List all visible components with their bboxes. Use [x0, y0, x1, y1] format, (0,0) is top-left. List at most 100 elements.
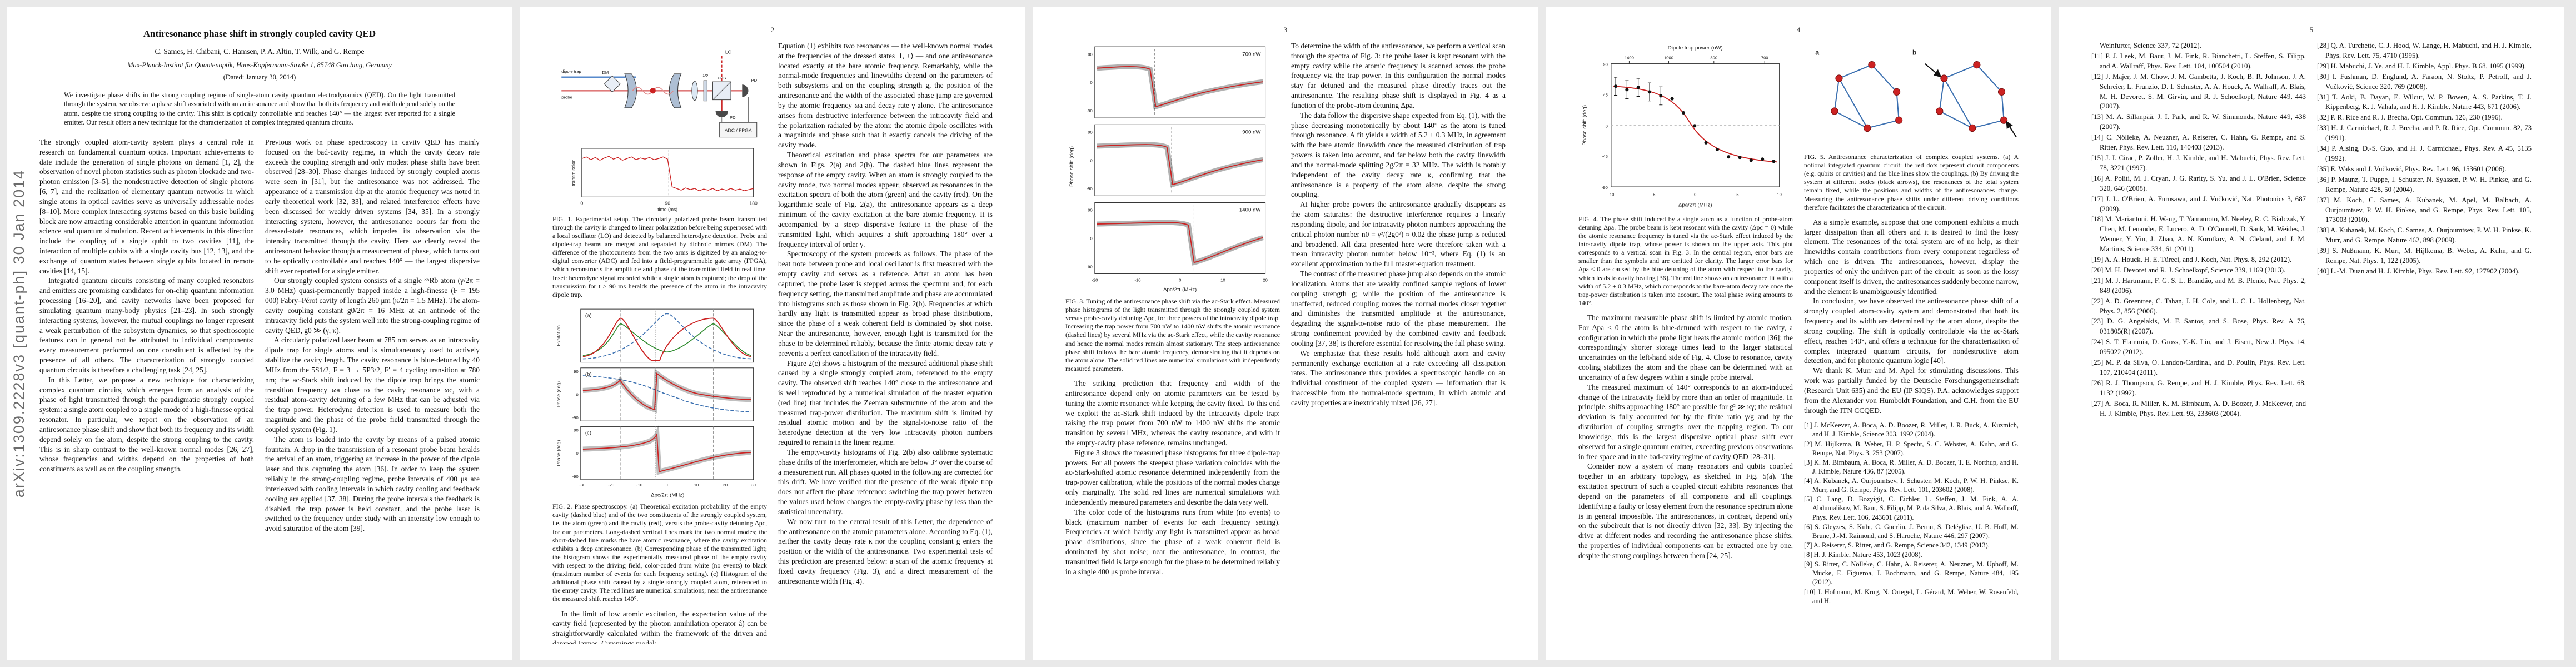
fig1-adc-fpga-label: ADC / FPGA: [725, 128, 752, 133]
fig1-tick-90: 90: [665, 201, 670, 206]
fig2-panel-c: (c) Phase (deg) 90 0 -90: [556, 425, 754, 480]
fig1-lo-label: LO: [725, 49, 732, 54]
fig3-ylabel: Phase shift (deg): [1069, 146, 1075, 187]
fig2-ytick: -90: [572, 474, 579, 479]
reference-item: [8] H. J. Kimble, Nature 453, 1023 (2008…: [1804, 551, 1922, 559]
atom-dot: [650, 88, 656, 94]
inset-trace: 0 90 180 time (ms) transmission: [571, 148, 758, 212]
reference-item: [32] P. R. Rice and R. J. Brecha, Opt. C…: [2317, 113, 2503, 122]
fig3-axes-labels: Phase shift (deg) -20 -10 0 10 20 Δpc/2π…: [1069, 146, 1268, 293]
fig1-probe-label: probe: [561, 95, 572, 100]
arxiv-banner: arXiv:1309.2228v3 [quant-ph] 30 Jan 2014: [11, 169, 27, 498]
page-4: 4 Dipole trap power (nW) 1400: [1546, 7, 2051, 660]
reference-item: [1] J. McKeever, A. Boca, A. D. Boozer, …: [1804, 421, 2019, 439]
reference-item: [10] J. Hofmann, M. Krug, N. Ortegel, L.…: [1804, 588, 2019, 605]
reference-item: [34] P. Alsing, D.-S. Guo, and H. J. Car…: [2317, 145, 2532, 162]
fig2-xtick: -20: [608, 482, 614, 487]
reference-item: [21] M. J. Hartmann, F. G. S. L. Brandão…: [2091, 276, 2306, 295]
page-1: arXiv:1309.2228v3 [quant-ph] 30 Jan 2014…: [7, 7, 512, 660]
paragraph: Integrated quantum circuits consisting o…: [39, 276, 254, 374]
fig4-ytick: 0: [1606, 123, 1608, 128]
reference-item: [30] I. Fushman, D. Englund, A. Faraon, …: [2317, 72, 2532, 91]
fig2-xlabel: Δpc/2π (MHz): [651, 492, 684, 498]
reference-item: [29] H. Mabuchi, J. Ye, and H. J. Kimble…: [2317, 62, 2527, 70]
paragraph: In this Letter, we propose a new techniq…: [39, 375, 254, 474]
reference-item: [28] Q. A. Turchette, C. J. Hood, W. Lan…: [2317, 42, 2532, 59]
fig3-power-label-1400: 1400 nW: [1239, 207, 1261, 213]
page5-col1: Weinfurter, Science 337, 72 (2012). [11]…: [2091, 41, 2306, 644]
fig4-ytick: -90: [1602, 185, 1608, 190]
fig2-ylabel-c: Phase (deg): [556, 440, 561, 466]
page3-columns: 700 nW 90 0 -90 900 nW 90 0: [1065, 41, 1506, 644]
fig4-data: [1613, 77, 1777, 163]
fig4-xtick: 5: [1736, 192, 1738, 197]
fig4-axes: Dipole trap power (nW) 1400 1000 800 700…: [1582, 45, 1782, 208]
fig3-xtick: -10: [1135, 278, 1141, 283]
fig2-panel-b: (b) Phase (deg) 90 0 -90: [556, 367, 754, 421]
fig3-ytick: 90: [1088, 52, 1092, 57]
reference-item: [23] D. G. Angelakis, M. F. Santos, and …: [2091, 317, 2306, 336]
fig2-xtick: 20: [723, 482, 728, 487]
fig1-dipole-label: dipole trap: [561, 69, 581, 74]
page-number: 4: [1796, 26, 1801, 34]
fig2-ylabel-a: Excitation: [556, 325, 561, 346]
fig3-ytick: -90: [1087, 108, 1093, 113]
reference-item: [39] S. Nußmann, K. Murr, M. Hijlkema, B…: [2317, 247, 2532, 265]
page1-columns: The strongly coupled atom-cavity system …: [39, 137, 480, 644]
fig4-top-tick: 700: [1761, 55, 1768, 60]
paragraph: Equation (1) exhibits two resonances — t…: [778, 42, 993, 150]
reference-item: [6] S. Gleyzes, S. Kuhr, C. Guerlin, J. …: [1804, 522, 2019, 540]
paper-abstract: We investigate phase shifts in the stron…: [64, 91, 455, 127]
fig5-panel-b: b: [1912, 48, 2017, 138]
fig1-setup-graphic: dipole trap probe DM LO PBS λ/2 PD PD AD…: [561, 49, 758, 212]
reference-item: [3] K. M. Birnbaum, A. Boca, R. Miller, …: [1804, 458, 2019, 475]
fig4-top-tick: 800: [1710, 55, 1717, 60]
reference-item: [12] J. Majer, J. M. Chow, J. M. Gambett…: [2091, 72, 2306, 111]
fig4-xtick: 0: [1694, 192, 1696, 197]
fig3-power-label-900: 900 nW: [1242, 130, 1261, 136]
paragraph: To determine the width of the antiresona…: [1291, 42, 1506, 109]
paragraph: In conclusion, we have observed the anti…: [1804, 297, 2019, 365]
reference-item: [31] T. Aoki, B. Dayan, E. Wilcut, W. P.…: [2317, 93, 2532, 111]
paragraph: Theoretical excitation and phase spectra…: [778, 151, 993, 248]
fig3-ytick: -90: [1087, 186, 1093, 191]
fig3-xtick: 20: [1263, 278, 1267, 283]
fig3-ytick: 90: [1088, 208, 1092, 213]
paragraph: The strongly coupled atom-cavity system …: [39, 137, 254, 275]
fig4-xtick: -10: [1608, 192, 1614, 197]
reference-item: [36] P. Maunz, T. Puppe, I. Schuster, N.…: [2317, 175, 2532, 193]
paper-header: Antiresonance phase shift in strongly co…: [39, 26, 480, 137]
reference-item: [13] M. A. Sillanpää, J. I. Park, and R.…: [2091, 113, 2306, 131]
page5-col2: [28] Q. A. Turchette, C. J. Hood, W. Lan…: [2317, 41, 2532, 644]
acknowledgments: We thank K. Murr and M. Apel for stimula…: [1804, 366, 2019, 415]
paper-authors: C. Sames, H. Chibani, C. Hamsen, P. A. A…: [155, 47, 365, 56]
reference-item: [40] L.-M. Duan and H. J. Kimble, Phys. …: [2317, 267, 2520, 275]
paragraph: At higher probe powers the antiresonance…: [1291, 200, 1506, 268]
paper-affiliation: Max-Planck-Institut für Quantenoptik, Ha…: [127, 61, 392, 69]
paragraph: The measured maximum of 140° corresponds…: [1578, 382, 1793, 461]
fig2-panel-a: (a) Excitation: [556, 308, 754, 362]
fig5-panel-a: a: [1815, 48, 1903, 132]
fig4-ytick: 45: [1603, 93, 1607, 98]
page2-columns: dipole trap probe DM LO PBS λ/2 PD PD AD…: [552, 41, 993, 644]
fig2-panel-a-label: (a): [585, 312, 592, 318]
reference-item: [26] R. J. Thompson, G. Rempe, and H. J.…: [2091, 379, 2306, 397]
paragraph: The contrast of the measured phase jump …: [1291, 270, 1506, 347]
paragraph: The empty-cavity histograms of Fig. 2(b)…: [778, 447, 993, 516]
fig4-xtick: 10: [1777, 192, 1781, 197]
paragraph: Figure 2(c) shows a histogram of the mea…: [778, 359, 993, 447]
reference-item: [4] A. Kubanek, A. Ourjoumtsev, I. Schus…: [1804, 477, 2019, 494]
fig5-network-graphic: a: [1815, 48, 2017, 138]
fig4-ytick: -45: [1602, 154, 1608, 159]
page4-col1: Dipole trap power (nW) 1400 1000 800 700…: [1578, 41, 1793, 644]
fig1-dm-label: DM: [602, 70, 609, 75]
fig2-ytick: 90: [574, 427, 578, 432]
paper-date: (Dated: January 30, 2014): [223, 73, 296, 81]
fig3-xtick: -20: [1092, 278, 1098, 283]
photodiode-1: [742, 84, 749, 97]
reference-item: [7] A. Reiserer, S. Ritter, and G. Rempe…: [1804, 541, 1990, 549]
paragraph: Previous work on phase spectroscopy in c…: [265, 137, 480, 275]
figure-4: Dipole trap power (nW) 1400 1000 800 700…: [1578, 42, 1793, 307]
fig3-panel-900nw: 900 nW 90 0 -90: [1087, 124, 1266, 196]
reference-item: [33] H. J. Carmichael, R. J. Brecha, and…: [2317, 124, 2532, 142]
